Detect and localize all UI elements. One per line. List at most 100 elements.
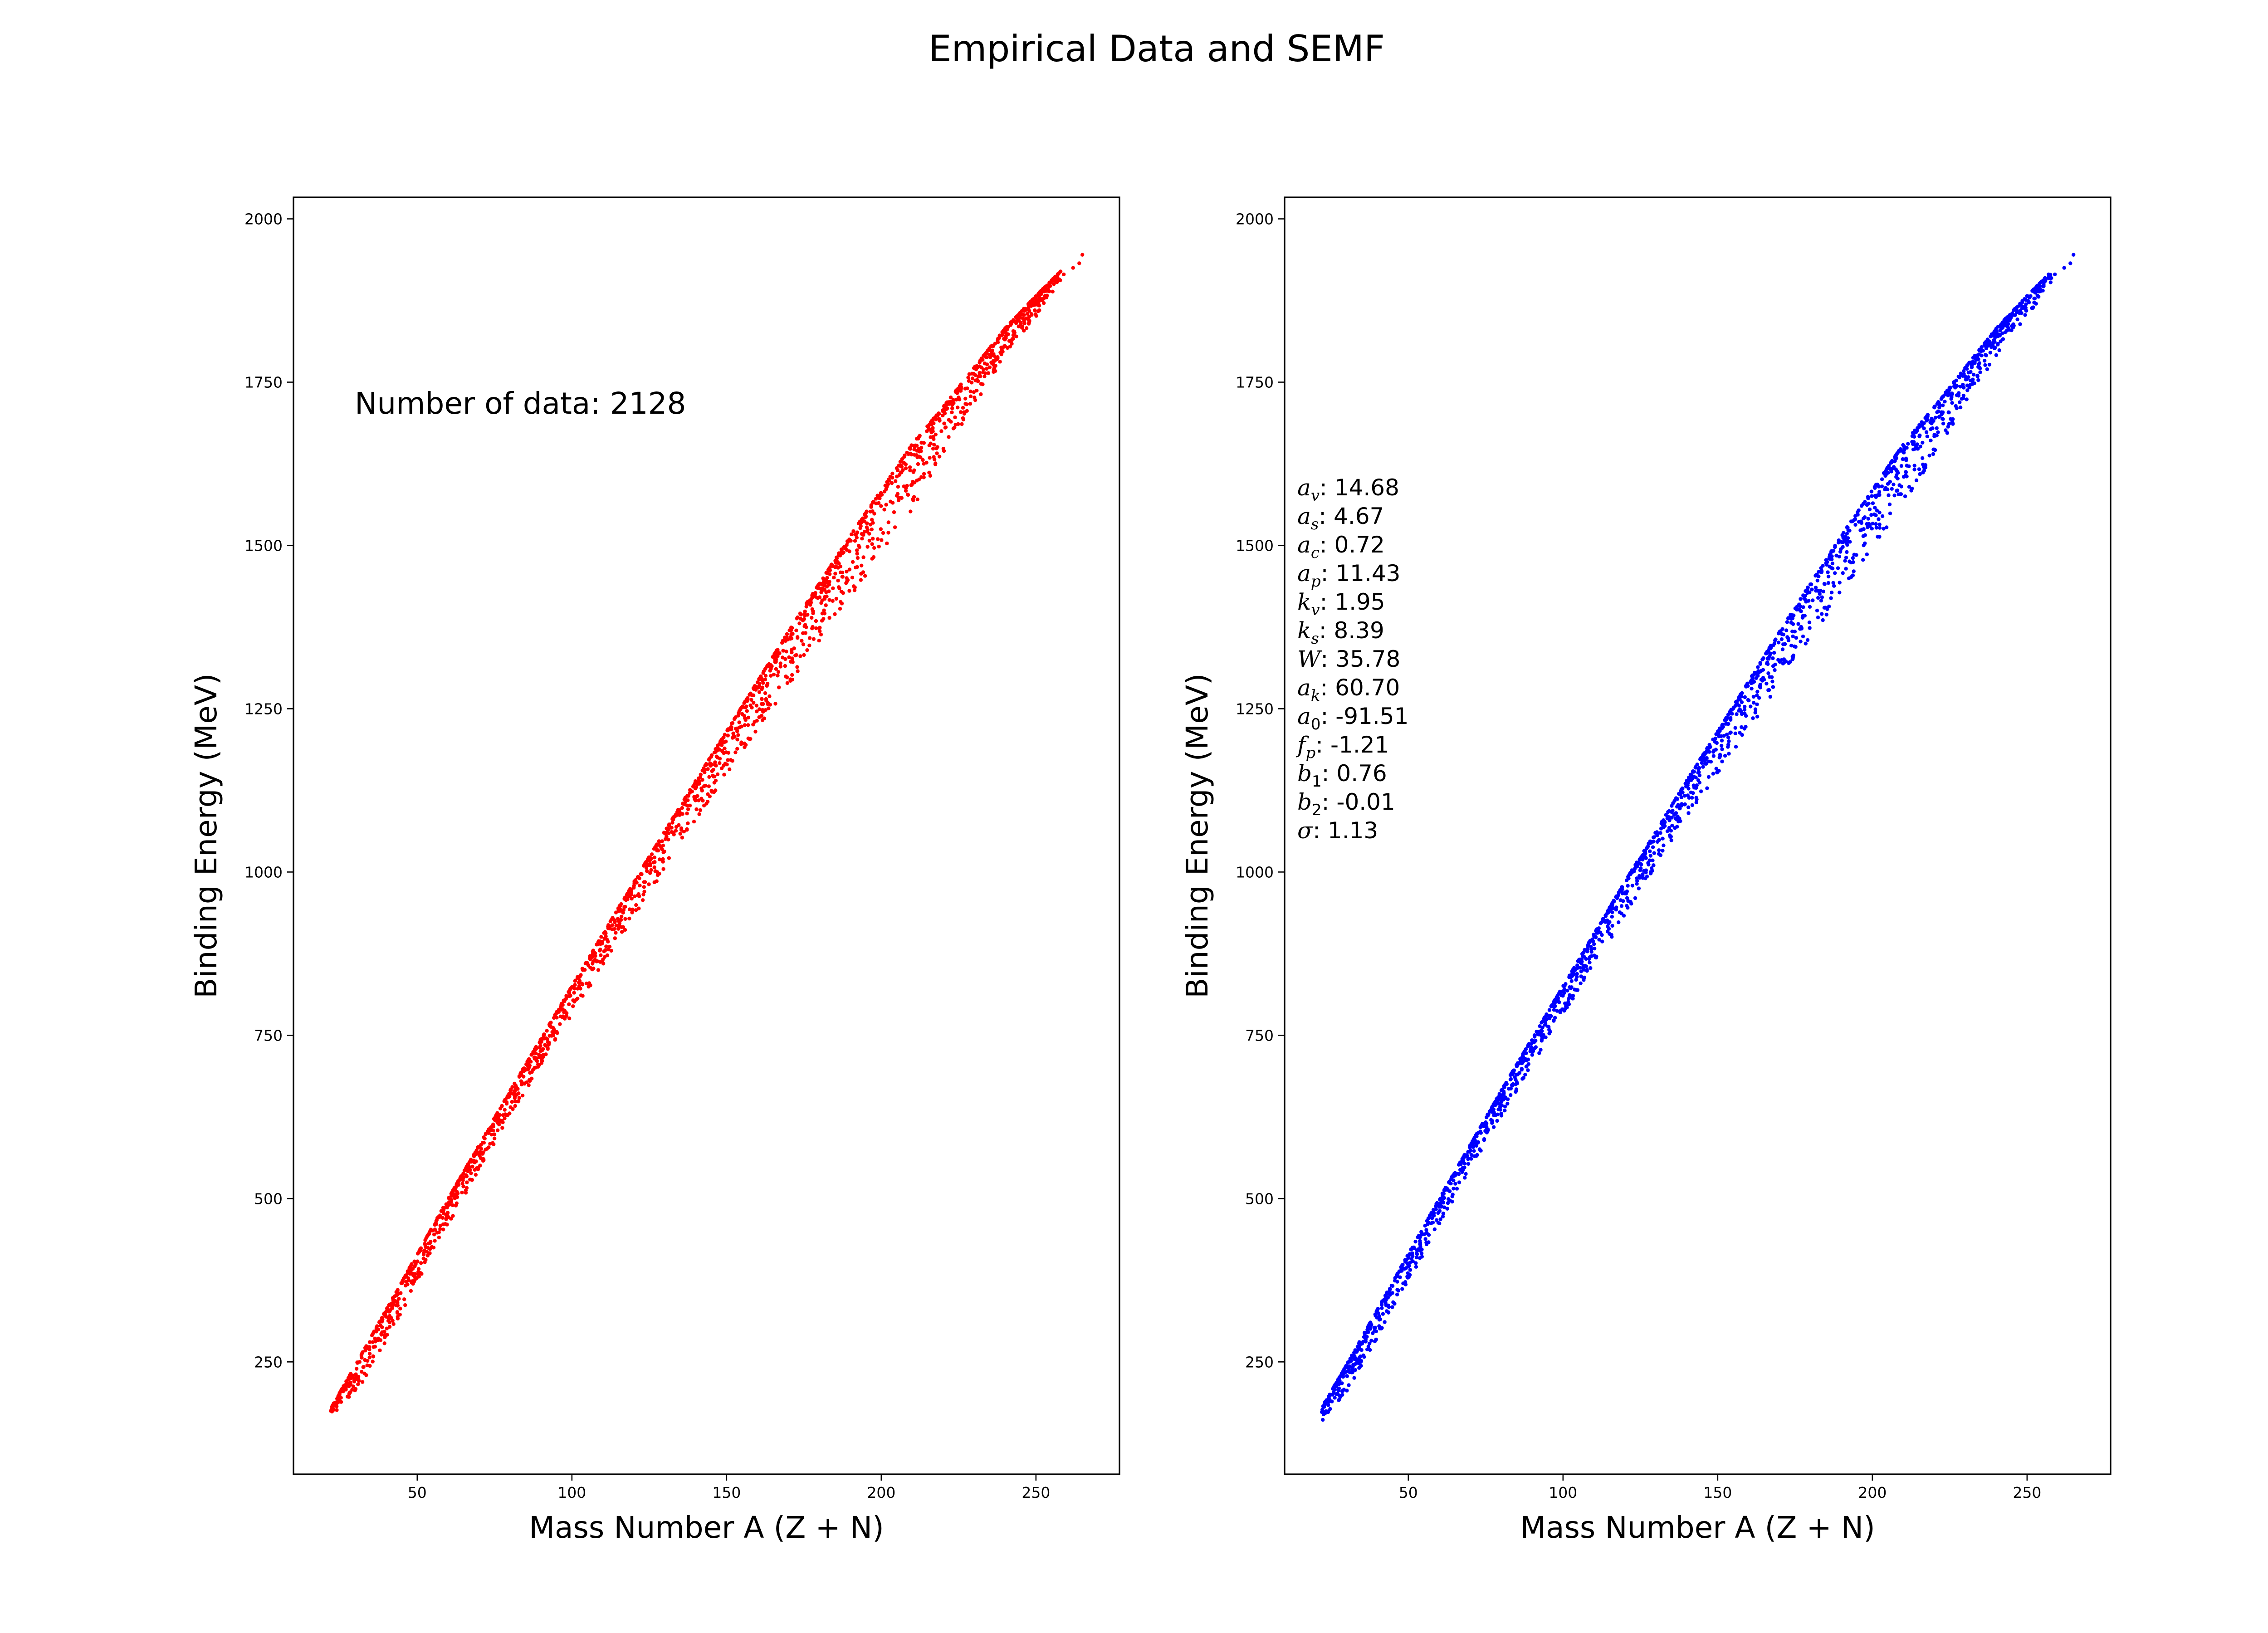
data-point	[919, 445, 924, 450]
data-point	[688, 791, 692, 795]
data-point	[889, 499, 893, 504]
data-point	[1829, 549, 1833, 553]
data-point	[336, 1397, 340, 1401]
data-point	[804, 605, 808, 609]
data-point	[737, 711, 741, 715]
data-point	[1838, 581, 1842, 585]
data-point	[1975, 374, 1980, 378]
data-point	[840, 601, 844, 606]
data-point	[697, 782, 701, 786]
data-point	[1662, 843, 1666, 847]
data-point	[694, 807, 699, 812]
data-point	[1430, 1221, 1434, 1225]
data-point	[1795, 605, 1799, 609]
data-point	[810, 616, 814, 620]
data-point	[1811, 598, 1815, 602]
data-point	[871, 537, 875, 541]
data-point	[1776, 640, 1781, 645]
data-point	[1469, 1153, 1474, 1157]
data-point	[1816, 589, 1820, 593]
data-point	[1992, 338, 1996, 342]
data-point	[850, 576, 855, 580]
data-point	[686, 794, 690, 798]
data-point	[1877, 523, 1882, 527]
data-point	[670, 821, 675, 825]
data-point	[1877, 510, 1882, 515]
data-point	[1419, 1230, 1423, 1234]
data-point	[854, 565, 858, 570]
data-point	[1687, 796, 1691, 800]
data-point	[396, 1316, 400, 1320]
data-point	[1805, 591, 1809, 595]
data-point	[662, 831, 666, 835]
data-point	[872, 546, 876, 550]
data-point	[398, 1312, 402, 1317]
data-point	[657, 857, 662, 861]
data-point	[1918, 472, 1922, 476]
data-point	[1547, 1032, 1551, 1036]
data-point	[932, 455, 936, 459]
data-point	[803, 609, 807, 614]
data-point	[1971, 372, 1976, 377]
data-point	[401, 1276, 406, 1281]
data-point	[1575, 988, 1580, 992]
data-point	[1617, 920, 1621, 924]
data-point	[805, 601, 809, 605]
data-point	[1386, 1310, 1391, 1315]
data-point	[1396, 1289, 1401, 1293]
data-point	[595, 943, 599, 947]
data-point	[1425, 1219, 1429, 1223]
data-point	[648, 871, 652, 875]
data-point	[1912, 464, 1916, 468]
data-point	[1479, 1149, 1483, 1153]
data-point	[1880, 484, 1884, 489]
left-scatter-points	[329, 253, 1085, 1413]
data-point	[443, 1206, 447, 1210]
data-point	[537, 1053, 541, 1057]
data-point	[853, 585, 857, 590]
data-point	[841, 591, 846, 595]
data-point	[501, 1113, 505, 1117]
data-point	[1932, 434, 1936, 438]
data-point	[1686, 811, 1691, 815]
data-point	[394, 1294, 398, 1298]
data-point	[839, 548, 844, 552]
data-point	[1984, 341, 1988, 345]
data-point	[902, 484, 906, 489]
data-point	[970, 376, 975, 381]
data-point	[1337, 1398, 1341, 1402]
data-point	[1651, 858, 1655, 863]
data-point	[822, 580, 826, 584]
data-point	[1570, 994, 1575, 998]
data-point	[1769, 651, 1773, 655]
data-point	[713, 760, 717, 764]
data-point	[1505, 1082, 1509, 1086]
data-point	[1791, 634, 1795, 639]
data-point	[1983, 363, 1987, 367]
data-point	[1770, 680, 1774, 684]
data-point	[1348, 1364, 1352, 1369]
data-point	[746, 715, 751, 720]
data-point	[1944, 428, 1948, 432]
data-point	[989, 344, 993, 348]
data-point	[1637, 886, 1641, 890]
data-point	[732, 733, 736, 738]
data-point	[769, 663, 773, 667]
data-point	[1414, 1261, 1418, 1265]
data-point	[371, 1354, 375, 1359]
x-tick-label: 100	[1549, 1484, 1577, 1501]
data-point	[1332, 1384, 1336, 1389]
data-point	[853, 539, 857, 543]
data-point	[1006, 332, 1010, 337]
data-point	[1757, 696, 1761, 700]
data-point	[2013, 313, 2017, 317]
data-point	[1866, 496, 1870, 500]
data-point	[1449, 1177, 1453, 1182]
data-point	[1547, 1008, 1552, 1012]
data-point	[1747, 699, 1751, 703]
data-point	[1625, 904, 1629, 908]
data-point	[1962, 386, 1966, 390]
data-point	[837, 562, 841, 566]
data-point	[2013, 307, 2017, 311]
data-point	[606, 923, 611, 927]
